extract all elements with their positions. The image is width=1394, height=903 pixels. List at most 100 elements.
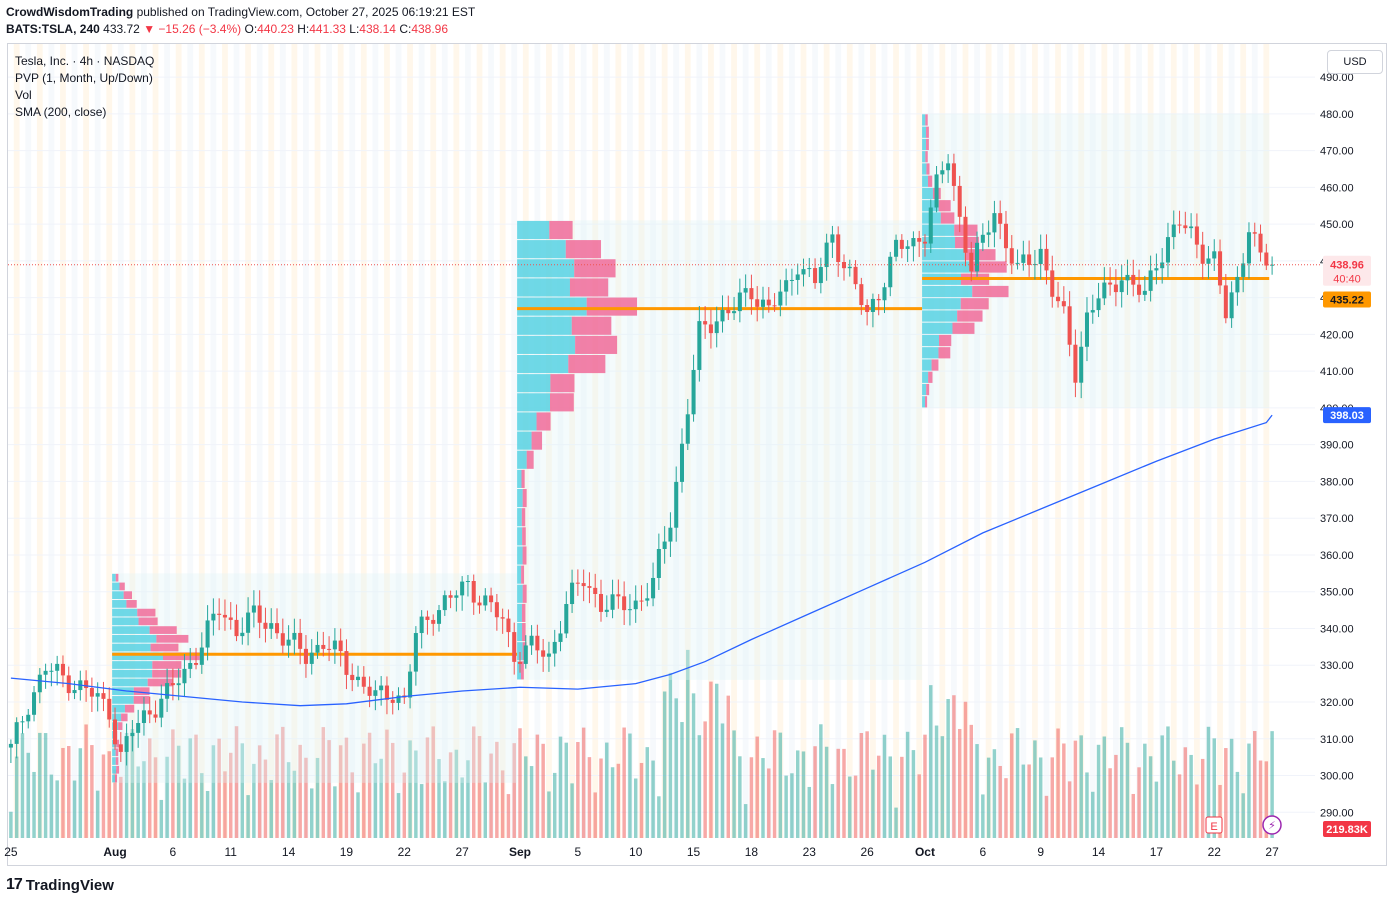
volume-bar <box>471 726 476 838</box>
volume-bar <box>269 780 273 838</box>
candle-body <box>118 744 123 752</box>
candle-body <box>344 651 349 675</box>
volume-bar <box>107 751 111 838</box>
session-band <box>291 44 298 838</box>
volume-bar <box>599 758 603 838</box>
session-band <box>557 44 564 838</box>
profile-up-row <box>517 622 523 642</box>
volume-bar <box>848 776 852 838</box>
close-label: C: <box>399 22 412 36</box>
profile-up-row <box>922 310 958 322</box>
volume-bar <box>1027 764 1031 838</box>
session-band <box>152 44 159 838</box>
session-band <box>1263 44 1270 838</box>
indicator-legend: Tesla, Inc. · 4h · NASDAQ PVP (1, Month,… <box>15 53 154 121</box>
candle-body <box>251 605 256 613</box>
candle-body <box>1241 263 1246 277</box>
legend-vol[interactable]: Vol <box>15 88 32 102</box>
session-band <box>650 44 656 838</box>
candle-body <box>1246 232 1251 264</box>
candle-body <box>460 581 465 596</box>
volume-bar <box>1166 726 1170 838</box>
profile-down-row <box>526 450 534 469</box>
volume-bar <box>1073 740 1078 838</box>
session-band <box>661 44 668 838</box>
session-band <box>395 44 402 838</box>
candle-body <box>124 736 129 752</box>
profile-up-row <box>922 334 940 347</box>
candle-body <box>1160 262 1165 269</box>
volume-bar <box>506 794 511 838</box>
x-tick-label: Sep <box>509 845 531 859</box>
candle-body <box>1264 252 1269 266</box>
volume-bar <box>1212 738 1216 838</box>
y-tick-label: 410.00 <box>1320 366 1354 378</box>
volume-bar <box>975 744 979 838</box>
symbol-name[interactable]: BATS:TSLA, 240 <box>6 22 100 36</box>
volume-bar <box>205 790 210 838</box>
profile-down-row <box>926 383 930 396</box>
session-band <box>1043 44 1050 838</box>
legend-sma[interactable]: SMA (200, close) <box>15 105 107 119</box>
volume-bar <box>1038 757 1043 838</box>
candle-body <box>280 633 285 646</box>
volume-bar <box>882 734 887 838</box>
candle-body <box>113 719 118 745</box>
volume-bar <box>350 772 354 838</box>
sma-price-badge: 398.03 <box>1330 410 1364 422</box>
profile-down-row <box>522 546 527 565</box>
candle-body <box>332 640 337 650</box>
volume-bar <box>1235 771 1240 838</box>
profile-up-row <box>112 669 153 678</box>
candle-body <box>529 635 534 646</box>
publisher-name[interactable]: CrowdWisdomTrading <box>6 5 134 19</box>
volume-bar <box>1015 728 1020 838</box>
poc-price-badge-bg <box>1323 291 1371 308</box>
candle-body <box>442 595 447 611</box>
session-band <box>117 44 124 838</box>
session-band <box>1032 44 1038 838</box>
volume-bar <box>1021 764 1026 838</box>
session-band <box>638 44 645 838</box>
profile-up-row <box>517 278 570 297</box>
currency-button[interactable]: USD <box>1327 50 1383 74</box>
close-value: 438.96 <box>411 22 449 36</box>
tradingview-branding[interactable]: 17 TradingView <box>6 876 114 894</box>
legend-title[interactable]: Tesla, Inc. · 4h · NASDAQ <box>15 54 155 68</box>
volume-bar <box>697 735 702 838</box>
volume-bar <box>720 723 725 838</box>
session-band <box>603 44 610 838</box>
volume-bar <box>952 695 956 838</box>
candle-body <box>888 256 893 288</box>
candle-body <box>1044 248 1049 271</box>
candle-body <box>934 174 939 208</box>
legend-pvp[interactable]: PVP (1, Month, Up/Down) <box>15 71 153 85</box>
candle-body <box>49 670 54 672</box>
candle-body <box>136 723 141 733</box>
session-band <box>939 44 946 838</box>
candle-body <box>963 216 968 253</box>
profile-up-row <box>517 488 523 508</box>
volume-bar <box>338 745 343 838</box>
candle-body <box>465 580 470 582</box>
profile-up-row <box>517 412 537 431</box>
sma-price-badge-bg <box>1323 407 1371 424</box>
profile-down-row <box>152 661 182 669</box>
volume-bar <box>159 799 164 838</box>
volume-bar <box>552 772 557 838</box>
y-tick-label: 470.00 <box>1320 146 1354 158</box>
profile-down-row <box>149 626 177 634</box>
session-band <box>129 44 136 838</box>
session-band <box>1078 44 1085 838</box>
candle-body <box>14 722 19 744</box>
volume-bar <box>911 750 916 838</box>
candle-body <box>870 298 875 313</box>
candle-body <box>228 617 233 620</box>
profile-down-row <box>118 722 123 730</box>
chart-panel[interactable] <box>7 43 1387 866</box>
profile-down-row <box>938 347 951 359</box>
profile-up-row <box>922 359 932 371</box>
volume-bar <box>171 729 175 838</box>
session-band <box>210 44 217 838</box>
